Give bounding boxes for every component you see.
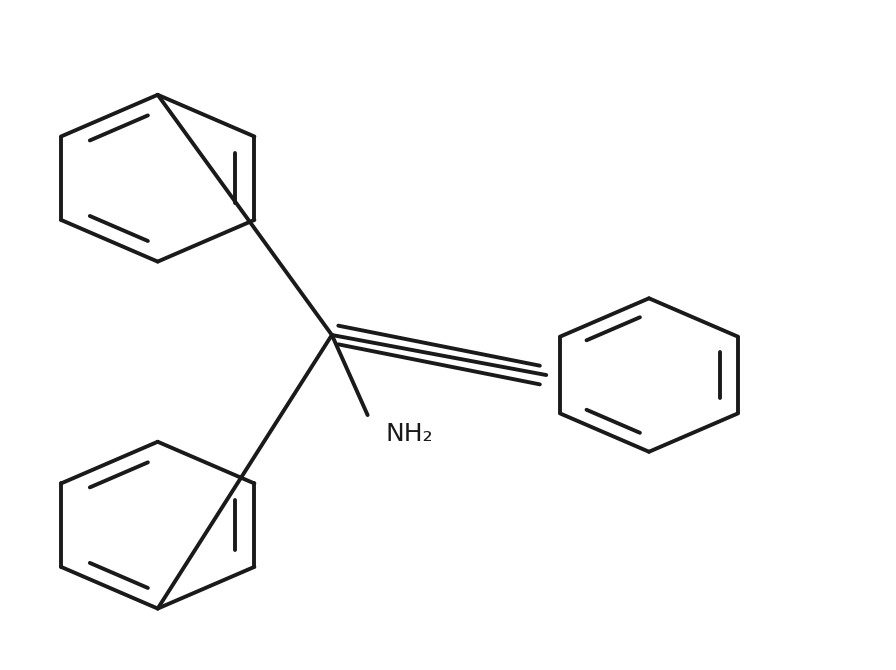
Text: NH₂: NH₂ (385, 421, 433, 446)
